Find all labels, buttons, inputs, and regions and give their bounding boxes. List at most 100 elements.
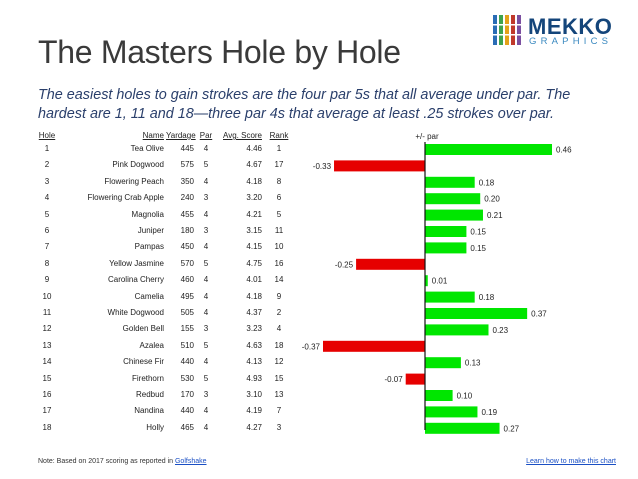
- bar-label-hole-11: 0.37: [531, 310, 547, 319]
- cell-name: Juniper: [137, 226, 164, 235]
- column-header-hole: Hole: [38, 131, 56, 140]
- cell-par: 4: [203, 357, 209, 367]
- cell-hole: 17: [42, 406, 52, 416]
- cell-yardage: 495: [180, 291, 194, 301]
- cell-par: 4: [203, 209, 209, 219]
- cell-name: Carolina Cherry: [107, 275, 164, 285]
- cell-yardage: 530: [180, 373, 194, 383]
- cell-rank: 3: [276, 422, 282, 432]
- bar-hole-3: [425, 176, 475, 188]
- cell-yardage: 350: [180, 176, 194, 186]
- bar-label-hole-15: -0.07: [384, 375, 403, 384]
- cell-hole: 18: [42, 422, 52, 432]
- cell-hole: 11: [42, 308, 52, 317]
- cell-hole: 6: [44, 226, 50, 235]
- bar-hole-1: [425, 144, 552, 155]
- cell-yardage: 455: [180, 209, 194, 219]
- cell-avg: 4.37: [246, 308, 262, 317]
- cell-hole: 9: [44, 275, 50, 285]
- cell-rank: 10: [274, 242, 284, 252]
- cell-par: 4: [203, 406, 209, 416]
- cell-rank: 11: [274, 226, 284, 235]
- bar-label-hole-2: -0.33: [313, 162, 332, 171]
- bar-hole-15: [405, 373, 425, 385]
- cell-hole: 7: [44, 242, 50, 252]
- cell-par: 4: [203, 242, 209, 252]
- cell-name: Tea Olive: [130, 144, 164, 153]
- cell-yardage: 460: [180, 275, 194, 285]
- cell-yardage: 440: [180, 406, 194, 416]
- cell-par: 4: [203, 275, 209, 285]
- cell-rank: 6: [276, 193, 282, 203]
- cell-rank: 17: [274, 160, 284, 170]
- bar-label-hole-3: 0.18: [479, 178, 495, 187]
- bar-hole-11: [425, 308, 528, 319]
- cell-yardage: 240: [180, 193, 194, 203]
- cell-name: Azalea: [139, 340, 164, 350]
- cell-rank: 12: [274, 357, 284, 367]
- mekko-logo: MEKKO GRAPHICS: [492, 14, 622, 48]
- cell-yardage: 440: [180, 357, 194, 367]
- footnote: Note: Based on 2017 scoring as reported …: [38, 458, 207, 465]
- golfshake-link[interactable]: Golfshake: [174, 458, 207, 465]
- cell-hole: 15: [42, 373, 52, 383]
- cell-name: Firethorn: [131, 373, 164, 383]
- cell-rank: 1: [276, 144, 282, 153]
- column-header-par: Par: [199, 131, 213, 140]
- cell-rank: 18: [274, 340, 284, 350]
- cell-hole: 14: [42, 357, 52, 367]
- cell-avg: 3.20: [246, 193, 262, 203]
- bar-label-hole-14: 0.13: [465, 359, 481, 368]
- cell-name: Pink Dogwood: [112, 160, 164, 170]
- bar-label-hole-12: 0.23: [493, 326, 509, 335]
- bar-hole-12: [425, 324, 489, 336]
- cell-name: Nandina: [134, 406, 164, 416]
- bar-hole-17: [425, 406, 478, 418]
- bar-hole-14: [425, 357, 461, 369]
- cell-name: Flowering Peach: [104, 176, 164, 186]
- cell-rank: 7: [276, 406, 282, 416]
- cell-par: 5: [203, 258, 209, 268]
- cell-name: Camelia: [134, 291, 164, 301]
- bar-hole-18: [425, 422, 500, 434]
- cell-avg: 4.15: [246, 242, 262, 252]
- cell-yardage: 505: [180, 308, 194, 317]
- cell-avg: 4.18: [246, 176, 262, 186]
- cell-yardage: 465: [180, 422, 194, 432]
- logo-subtext: GRAPHICS: [529, 36, 613, 47]
- cell-par: 3: [203, 226, 209, 235]
- cell-rank: 8: [276, 176, 282, 186]
- bar-hole-4: [425, 193, 481, 205]
- cell-par: 5: [203, 160, 209, 170]
- footnote-text: Note: Based on 2017 scoring as reported …: [38, 458, 175, 465]
- bar-label-hole-13: -0.37: [302, 342, 321, 351]
- bar-hole-16: [425, 390, 453, 401]
- column-header-name: Name: [142, 131, 164, 140]
- cell-hole: 5: [44, 209, 50, 219]
- cell-yardage: 575: [180, 160, 194, 170]
- cell-avg: 4.46: [246, 144, 262, 153]
- cell-yardage: 570: [180, 258, 194, 268]
- bar-hole-10: [425, 291, 475, 303]
- cell-avg: 4.75: [246, 258, 262, 268]
- bar-hole-9: [425, 275, 428, 287]
- chart-title: +/- par: [415, 132, 439, 141]
- cell-avg: 4.93: [246, 373, 262, 383]
- bar-label-hole-1: 0.46: [556, 146, 572, 155]
- cell-name: Yellow Jasmine: [109, 258, 164, 268]
- cell-yardage: 445: [180, 144, 194, 153]
- bar-label-hole-16: 0.10: [457, 392, 473, 401]
- bar-label-hole-5: 0.21: [487, 211, 503, 220]
- cell-yardage: 510: [180, 340, 194, 350]
- cell-rank: 5: [276, 209, 282, 219]
- cell-rank: 9: [276, 291, 282, 301]
- learn-how-link[interactable]: Learn how to make this chart: [526, 458, 616, 465]
- bar-label-hole-10: 0.18: [479, 293, 495, 302]
- cell-yardage: 450: [180, 242, 194, 252]
- cell-name: Holly: [146, 422, 164, 432]
- bar-label-hole-9: 0.01: [432, 277, 448, 286]
- cell-avg: 4.27: [246, 422, 262, 432]
- cell-rank: 16: [274, 258, 284, 268]
- bar-hole-5: [425, 209, 483, 221]
